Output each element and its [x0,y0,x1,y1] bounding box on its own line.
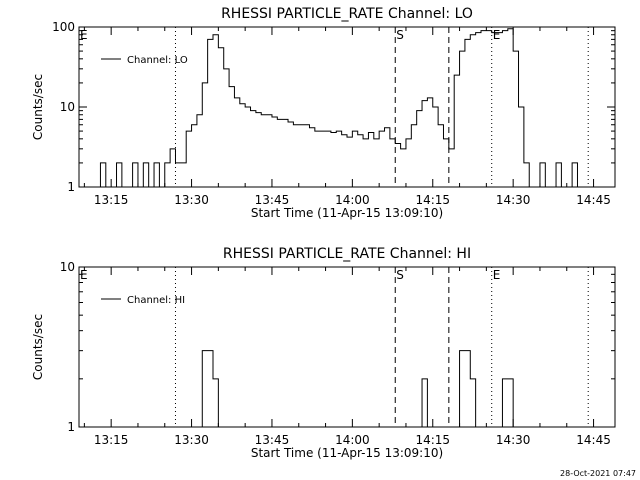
x-tick-label: 14:00 [335,193,370,207]
x-tick-label: 13:30 [174,433,209,447]
series-line-lo [89,28,610,188]
event-marker-label: S [396,28,404,42]
plot-frame [78,266,616,428]
y-tick-label: 10 [60,100,75,114]
x-tick-label: 14:45 [576,433,611,447]
event-marker-label: S [396,268,404,282]
series-line-hi [79,350,615,428]
chart-panel-hi: RHESSI PARTICLE_RATE Channel: HI 13:15 13:… [31,246,616,460]
chart-title: RHESSI PARTICLE_RATE Channel: HI [223,246,471,262]
y-tick-label: 10 [60,260,75,274]
plot-timestamp: 28-Oct-2021 07:47 [560,469,636,478]
x-tick-label: 14:30 [496,193,531,207]
chart-panel-lo: RHESSI PARTICLE_RATE Channel: LO 13:15 13:… [31,6,616,220]
event-marker-label: E [80,268,88,282]
x-tick-label: 14:45 [576,193,611,207]
x-tick-label: 13:45 [255,193,290,207]
x-tick-label: 14:00 [335,433,370,447]
x-tick-label: 14:15 [415,193,450,207]
x-tick-label: 13:15 [94,193,129,207]
x-axis-label: Start Time (11-Apr-15 13:09:10) [251,206,443,220]
event-marker-label: E [493,268,501,282]
x-tick-label: 13:30 [174,193,209,207]
y-axis-label: Counts/sec [31,314,45,380]
y-axis-label: Counts/sec [31,74,45,140]
event-marker-label: E [493,28,501,42]
x-tick-label: 14:30 [496,433,531,447]
x-tick-label: 14:15 [415,433,450,447]
x-tick-label: 13:15 [94,433,129,447]
legend-label: Channel: HI [127,295,185,306]
y-tick-label: 1 [67,420,75,434]
legend-label: Channel: LO [127,55,188,66]
x-tick-label: 13:45 [255,433,290,447]
y-tick-label: 1 [67,180,75,194]
x-axis-label: Start Time (11-Apr-15 13:09:10) [251,446,443,460]
y-tick-label: 100 [52,20,75,34]
chart-title: RHESSI PARTICLE_RATE Channel: LO [221,6,473,22]
event-marker-label: E [80,28,88,42]
